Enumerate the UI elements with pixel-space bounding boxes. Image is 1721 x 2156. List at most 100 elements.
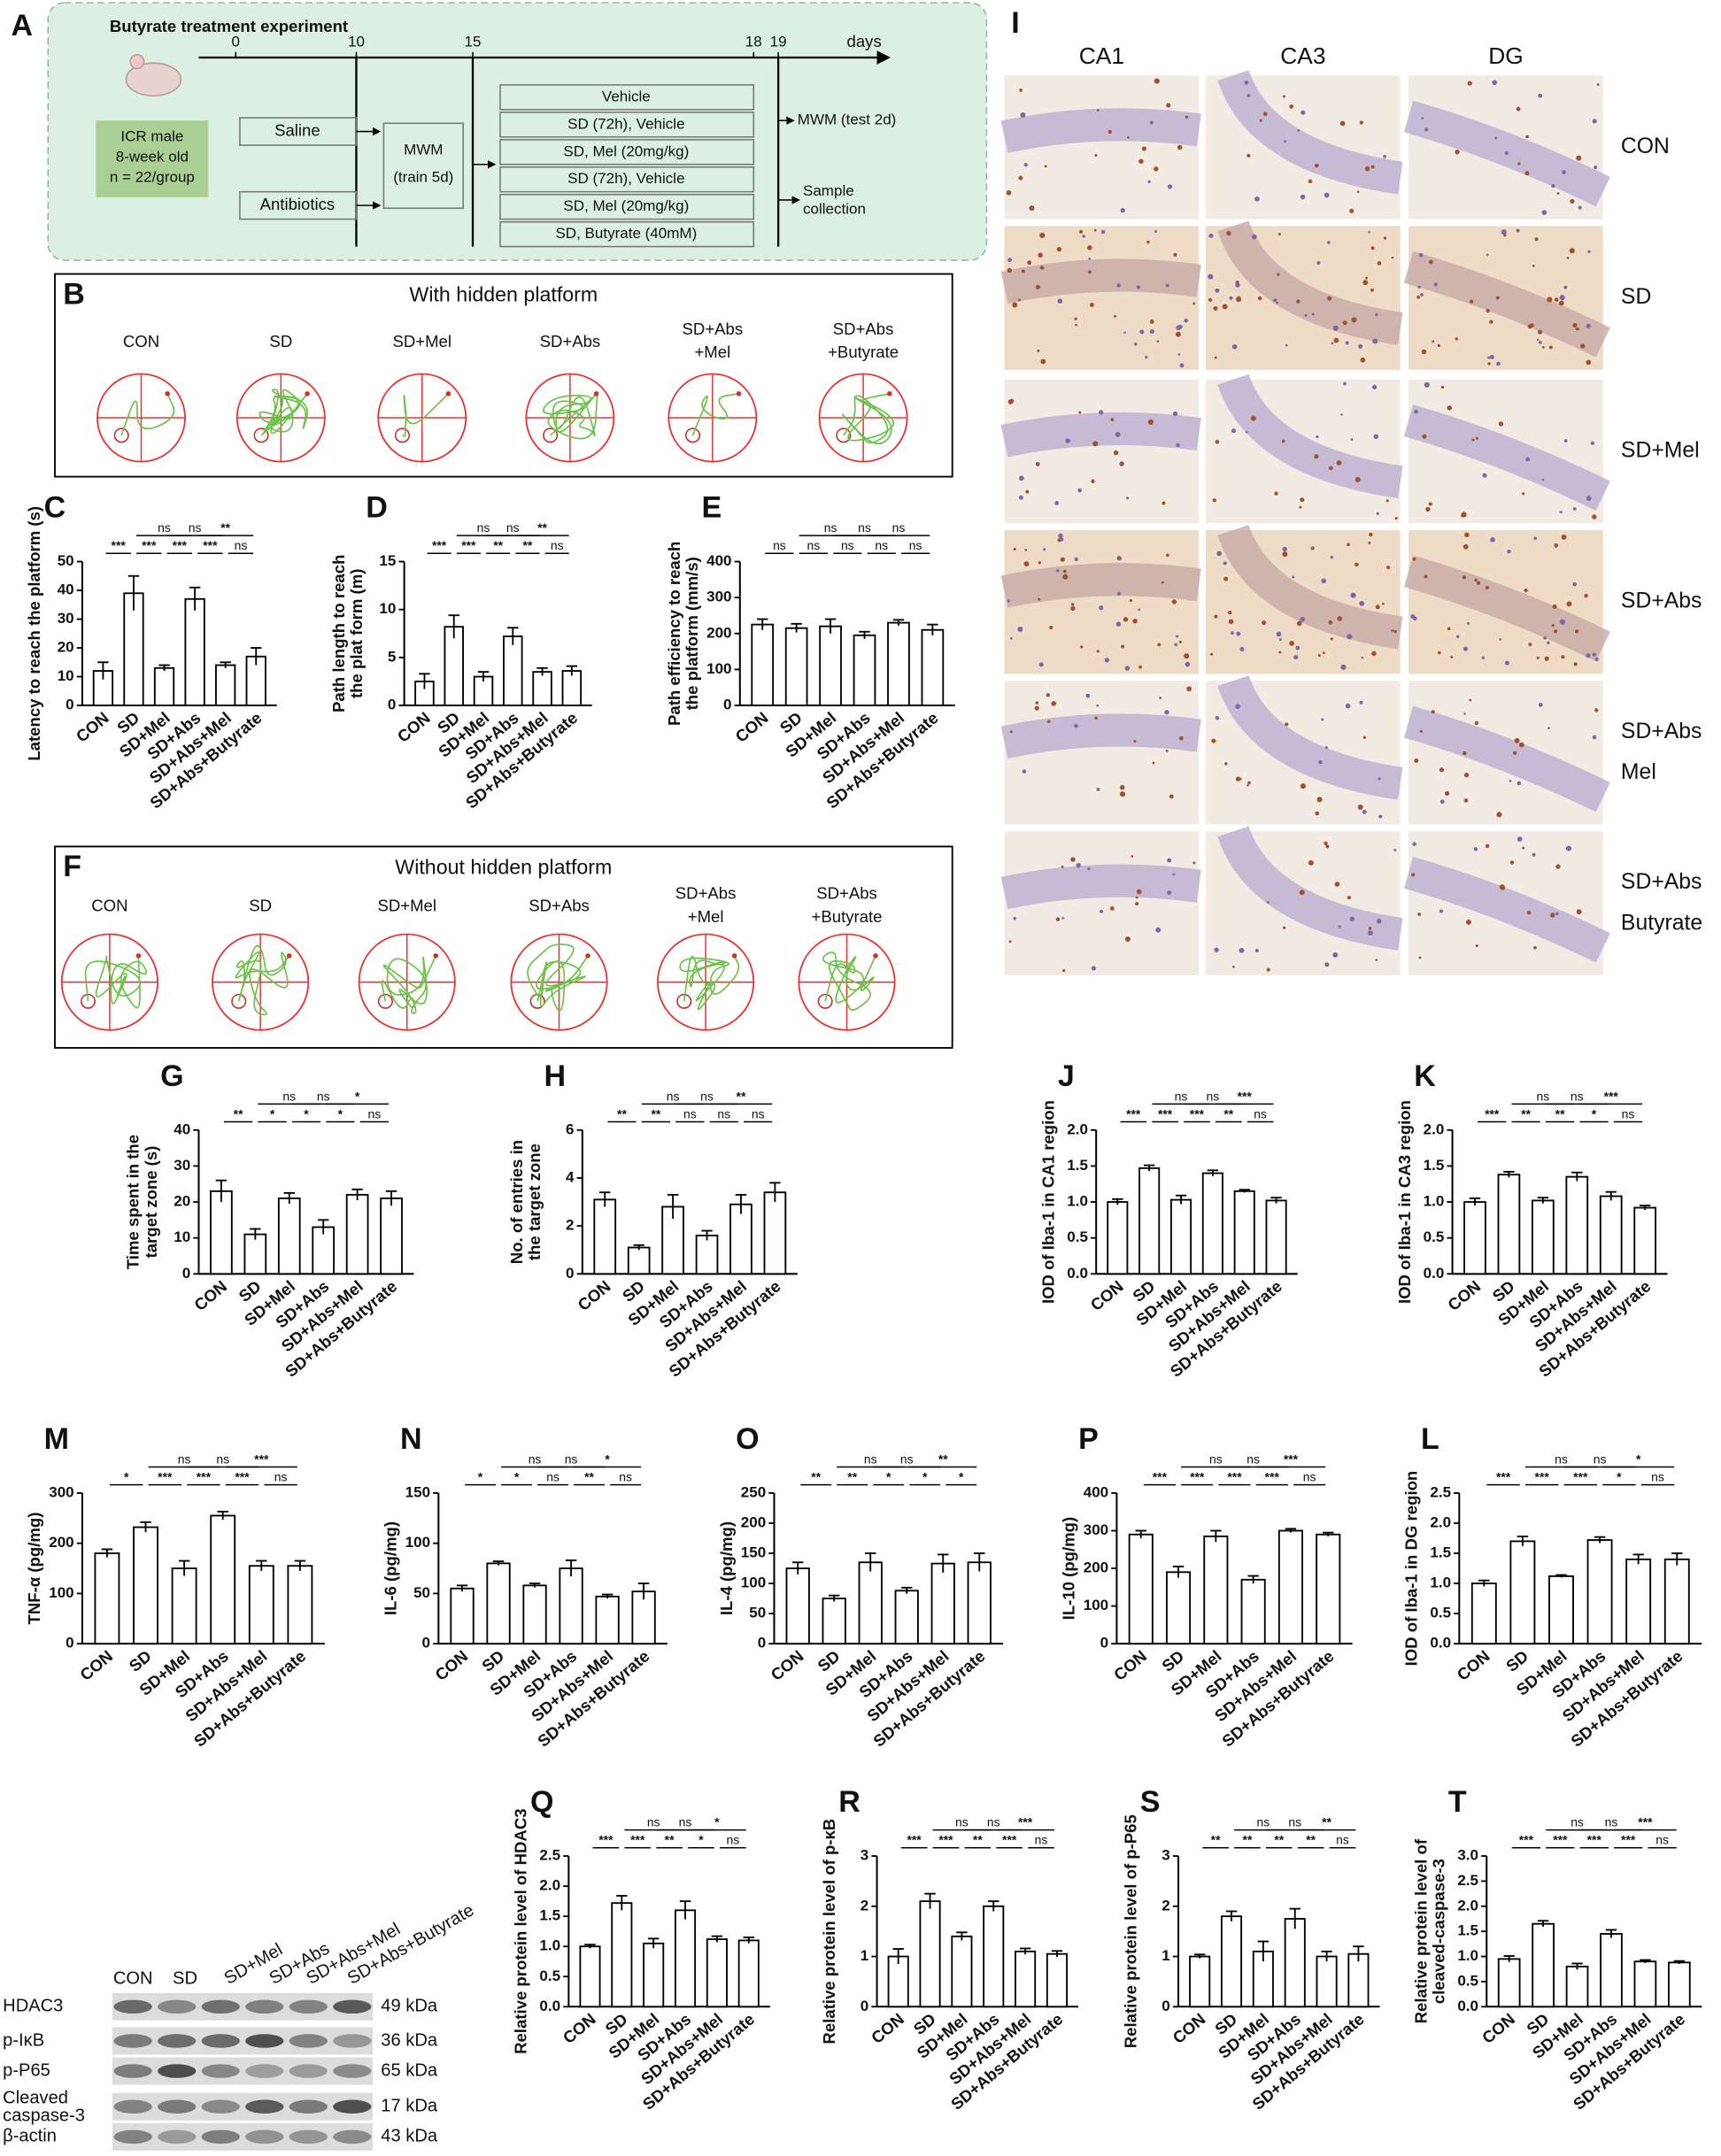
start-point [305, 391, 310, 397]
stained-cell [1315, 163, 1319, 168]
stained-cell [1327, 241, 1331, 244]
stained-cell [1350, 438, 1354, 441]
stained-cell [1516, 228, 1520, 233]
cell-layer [1217, 825, 1403, 951]
platform [685, 427, 701, 443]
stained-cell [1113, 450, 1119, 456]
stained-cell [1049, 626, 1053, 630]
y-tick-label: 1.0 [1457, 1947, 1478, 1964]
stained-cell [1156, 340, 1160, 343]
significance-label: *** [432, 538, 447, 552]
stained-cell [1109, 906, 1115, 911]
stained-cell [1226, 230, 1231, 236]
stained-cell [1007, 258, 1013, 263]
stained-cell [1538, 703, 1543, 707]
blot-band [113, 1999, 152, 2014]
stained-cell [1055, 917, 1061, 921]
stained-cell [1129, 598, 1133, 603]
histology-column: CA3 [1280, 42, 1325, 69]
stained-cell [1316, 797, 1323, 803]
stained-cell [1185, 661, 1191, 667]
stained-cell [1481, 656, 1486, 659]
stained-cell [1237, 296, 1240, 299]
stained-cell [1104, 658, 1109, 663]
stained-cell [1584, 593, 1588, 598]
significance-label: * [959, 1470, 964, 1484]
bar [1240, 1578, 1266, 1645]
y-tick-label: 50 [58, 552, 74, 569]
stained-cell [1350, 592, 1356, 598]
significance-label: ns [807, 538, 821, 552]
stained-cell [1136, 889, 1142, 895]
y-axis-label: IL-10 (pg/mg) [1060, 1517, 1078, 1621]
stained-cell [1325, 844, 1330, 849]
bar [153, 666, 175, 706]
bar [1470, 1582, 1497, 1645]
y-tick-label: 150 [405, 1483, 430, 1500]
stained-cell [1099, 605, 1104, 611]
y-tick-label: 2.0 [539, 1877, 560, 1894]
stained-cell [1236, 631, 1241, 636]
stained-cell [1107, 129, 1112, 135]
collection-text: collection [803, 200, 866, 217]
stained-cell [1552, 604, 1557, 609]
swim-path [841, 392, 895, 445]
stained-cell [1186, 686, 1192, 692]
significance-label: *** [1284, 1451, 1299, 1466]
bar [210, 1514, 236, 1645]
x-tick-label: CON [1444, 1276, 1484, 1314]
stained-cell [1161, 501, 1166, 505]
stained-cell [1167, 184, 1173, 189]
platform [231, 993, 247, 1009]
significance-label: ns [875, 538, 888, 552]
stained-cell [1378, 814, 1383, 819]
stained-cell [1324, 962, 1330, 967]
x-tick-label: CON [1169, 2009, 1208, 2047]
stained-cell [1244, 81, 1249, 85]
stained-cell [1246, 153, 1251, 158]
stained-cell [1299, 505, 1302, 509]
stained-cell [1592, 119, 1597, 124]
stained-cell [1135, 896, 1138, 899]
stained-cell [1364, 166, 1370, 172]
y-tick-label: 40 [174, 1120, 190, 1137]
stained-cell [1184, 653, 1190, 659]
protocol-box [47, 2, 988, 261]
significance-label: ns [824, 520, 837, 535]
significance-label: ns [1571, 1815, 1584, 1829]
stained-cell [1022, 769, 1027, 774]
bar [627, 1246, 651, 1275]
y-axis-label: Path efficiency to reach [665, 542, 683, 726]
stained-cell [1462, 543, 1469, 550]
significance-label: ns [1035, 1833, 1048, 1847]
stained-cell [1345, 341, 1349, 345]
group-text: SD (72h), Vehicle [567, 115, 684, 132]
bar [1565, 1175, 1589, 1275]
stained-cell [1239, 947, 1245, 953]
group-box [499, 112, 755, 138]
stained-cell [1277, 273, 1280, 276]
bar [983, 1905, 1005, 2008]
stained-cell [1060, 537, 1064, 542]
stained-cell [1251, 234, 1257, 240]
cell-layer [1000, 563, 1201, 608]
y-axis-label: IOD of Iba-1 in CA3 region [1395, 1100, 1414, 1304]
stained-cell [1421, 349, 1427, 355]
y-axis-label: target zone (s) [142, 1146, 160, 1259]
y-tick-label: 0.5 [1067, 1228, 1088, 1245]
histology-row: Butyrate [1621, 911, 1702, 935]
stained-cell [1501, 229, 1507, 235]
platform [543, 427, 559, 443]
stained-cell [1250, 415, 1256, 421]
stained-cell [1503, 234, 1507, 237]
maze-label: SD+Mel [392, 332, 451, 350]
stained-cell [1420, 293, 1424, 297]
y-tick-label: 250 [741, 1483, 766, 1500]
stained-cell [1146, 240, 1150, 244]
bar [611, 1902, 633, 2008]
stained-cell [1596, 83, 1600, 86]
blot-band [289, 2034, 328, 2048]
y-axis-label: Relative protein level of HDAC3 [512, 1808, 530, 2053]
stained-cell [1412, 616, 1417, 621]
stained-cell [1007, 599, 1010, 603]
